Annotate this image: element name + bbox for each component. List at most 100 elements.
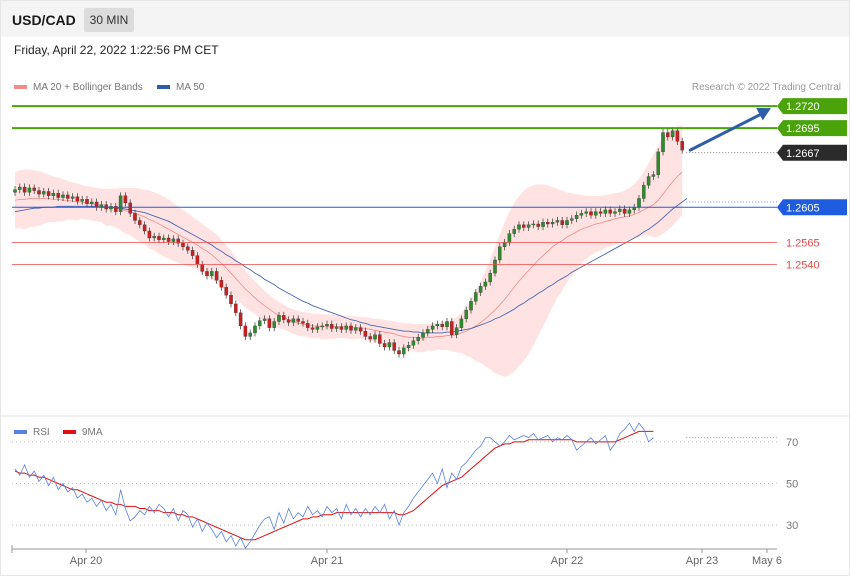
price-tag-label: 1.2605 bbox=[786, 202, 820, 214]
ma50-line bbox=[14, 198, 688, 334]
candle-body bbox=[488, 273, 492, 283]
legend-ma20: MA 20 + Bollinger Bands bbox=[14, 82, 143, 93]
candle-body bbox=[440, 323, 444, 327]
candle-body bbox=[147, 230, 152, 239]
projection-arrow-head bbox=[756, 107, 771, 121]
candle-body bbox=[190, 250, 195, 256]
candle-body bbox=[282, 315, 286, 320]
candle-body bbox=[248, 332, 252, 337]
candle-body bbox=[171, 238, 176, 242]
candle-body bbox=[142, 224, 147, 232]
time-tick-label: Apr 23 bbox=[686, 555, 718, 567]
candle-body bbox=[666, 132, 670, 138]
candle-body bbox=[157, 236, 161, 240]
candle-body bbox=[286, 319, 291, 323]
candle-body bbox=[550, 222, 555, 225]
candle-body bbox=[80, 199, 84, 202]
price-tag-label: 1.2540 bbox=[786, 259, 820, 271]
candle-body bbox=[306, 323, 310, 328]
candle-body bbox=[430, 325, 435, 330]
candle-body bbox=[454, 327, 459, 335]
candle-body bbox=[555, 220, 560, 223]
price-tag-resistance bbox=[777, 120, 847, 137]
candle-body bbox=[373, 334, 377, 340]
price-tag-resistance bbox=[777, 98, 847, 115]
candle-body bbox=[469, 301, 473, 311]
candle-body bbox=[330, 323, 334, 329]
rsi-9ma-line bbox=[14, 430, 654, 541]
candle-body bbox=[618, 208, 622, 212]
legend-9ma-label: 9MA bbox=[82, 427, 103, 438]
candle-body bbox=[32, 187, 36, 191]
candle-body bbox=[387, 342, 392, 348]
legend-rsi: RSI bbox=[14, 427, 50, 438]
candle-body bbox=[675, 130, 680, 142]
candle-body bbox=[651, 174, 656, 177]
timestamp: Friday, April 22, 2022 1:22:56 PM CET bbox=[14, 43, 219, 57]
ma20-line bbox=[14, 171, 683, 339]
candle-body bbox=[75, 196, 80, 202]
candle-body bbox=[66, 194, 70, 199]
candle-body bbox=[181, 243, 185, 247]
candle-body bbox=[560, 220, 564, 225]
ma50-swatch bbox=[157, 85, 170, 90]
candle-body bbox=[402, 347, 406, 355]
candle-body bbox=[603, 209, 608, 214]
candle-body bbox=[363, 331, 368, 337]
candle-body bbox=[445, 321, 449, 327]
candle-body bbox=[128, 202, 132, 214]
candle-body bbox=[162, 237, 166, 240]
candle-body bbox=[85, 199, 89, 204]
candle-body bbox=[416, 337, 420, 341]
candle-body bbox=[123, 195, 128, 204]
candle-body bbox=[368, 336, 372, 340]
candle-body bbox=[51, 193, 56, 196]
candle-body bbox=[118, 195, 123, 212]
candle-body bbox=[214, 271, 219, 281]
ma9-swatch bbox=[63, 430, 76, 435]
candle-body bbox=[570, 218, 574, 221]
rsi-tick-label: 30 bbox=[786, 520, 798, 532]
candle-body bbox=[277, 315, 281, 322]
candle-body bbox=[186, 246, 190, 251]
candle-body bbox=[656, 151, 660, 175]
price-tag-label: 1.2565 bbox=[786, 237, 820, 249]
candle-body bbox=[166, 237, 171, 242]
candle-body bbox=[536, 223, 540, 227]
time-tick-label: Apr 20 bbox=[70, 555, 102, 567]
candle-body bbox=[526, 224, 531, 228]
candle-body bbox=[234, 303, 238, 313]
candle-body bbox=[608, 209, 612, 214]
candle-body bbox=[584, 211, 588, 214]
candle-body bbox=[426, 329, 430, 334]
candle-body bbox=[18, 186, 22, 190]
candle-body bbox=[459, 318, 464, 328]
price-tag-pivot bbox=[777, 199, 847, 216]
candle-body bbox=[61, 194, 65, 198]
time-tick-label: Apr 22 bbox=[551, 555, 583, 567]
candle-body bbox=[541, 222, 545, 227]
candle-body bbox=[243, 325, 248, 337]
candle-body bbox=[138, 220, 142, 225]
candle-body bbox=[406, 345, 411, 349]
candle-body bbox=[253, 325, 257, 334]
candle-body bbox=[435, 323, 440, 327]
rsi-swatch bbox=[14, 430, 27, 435]
timeframe-button[interactable]: 30 MIN bbox=[84, 8, 134, 32]
candle-body bbox=[642, 185, 646, 199]
candles-group bbox=[13, 127, 684, 358]
legend-9ma: 9MA bbox=[63, 427, 103, 438]
candle-body bbox=[512, 229, 516, 234]
candle-body bbox=[176, 238, 180, 244]
candle-body bbox=[152, 236, 156, 239]
candle-body bbox=[483, 281, 488, 287]
candle-body bbox=[195, 255, 200, 265]
candle-body bbox=[262, 318, 267, 321]
candle-body bbox=[502, 242, 507, 247]
candle-body bbox=[291, 318, 296, 323]
candle-body bbox=[344, 325, 348, 330]
candle-body bbox=[670, 130, 675, 138]
candle-body bbox=[46, 191, 51, 196]
